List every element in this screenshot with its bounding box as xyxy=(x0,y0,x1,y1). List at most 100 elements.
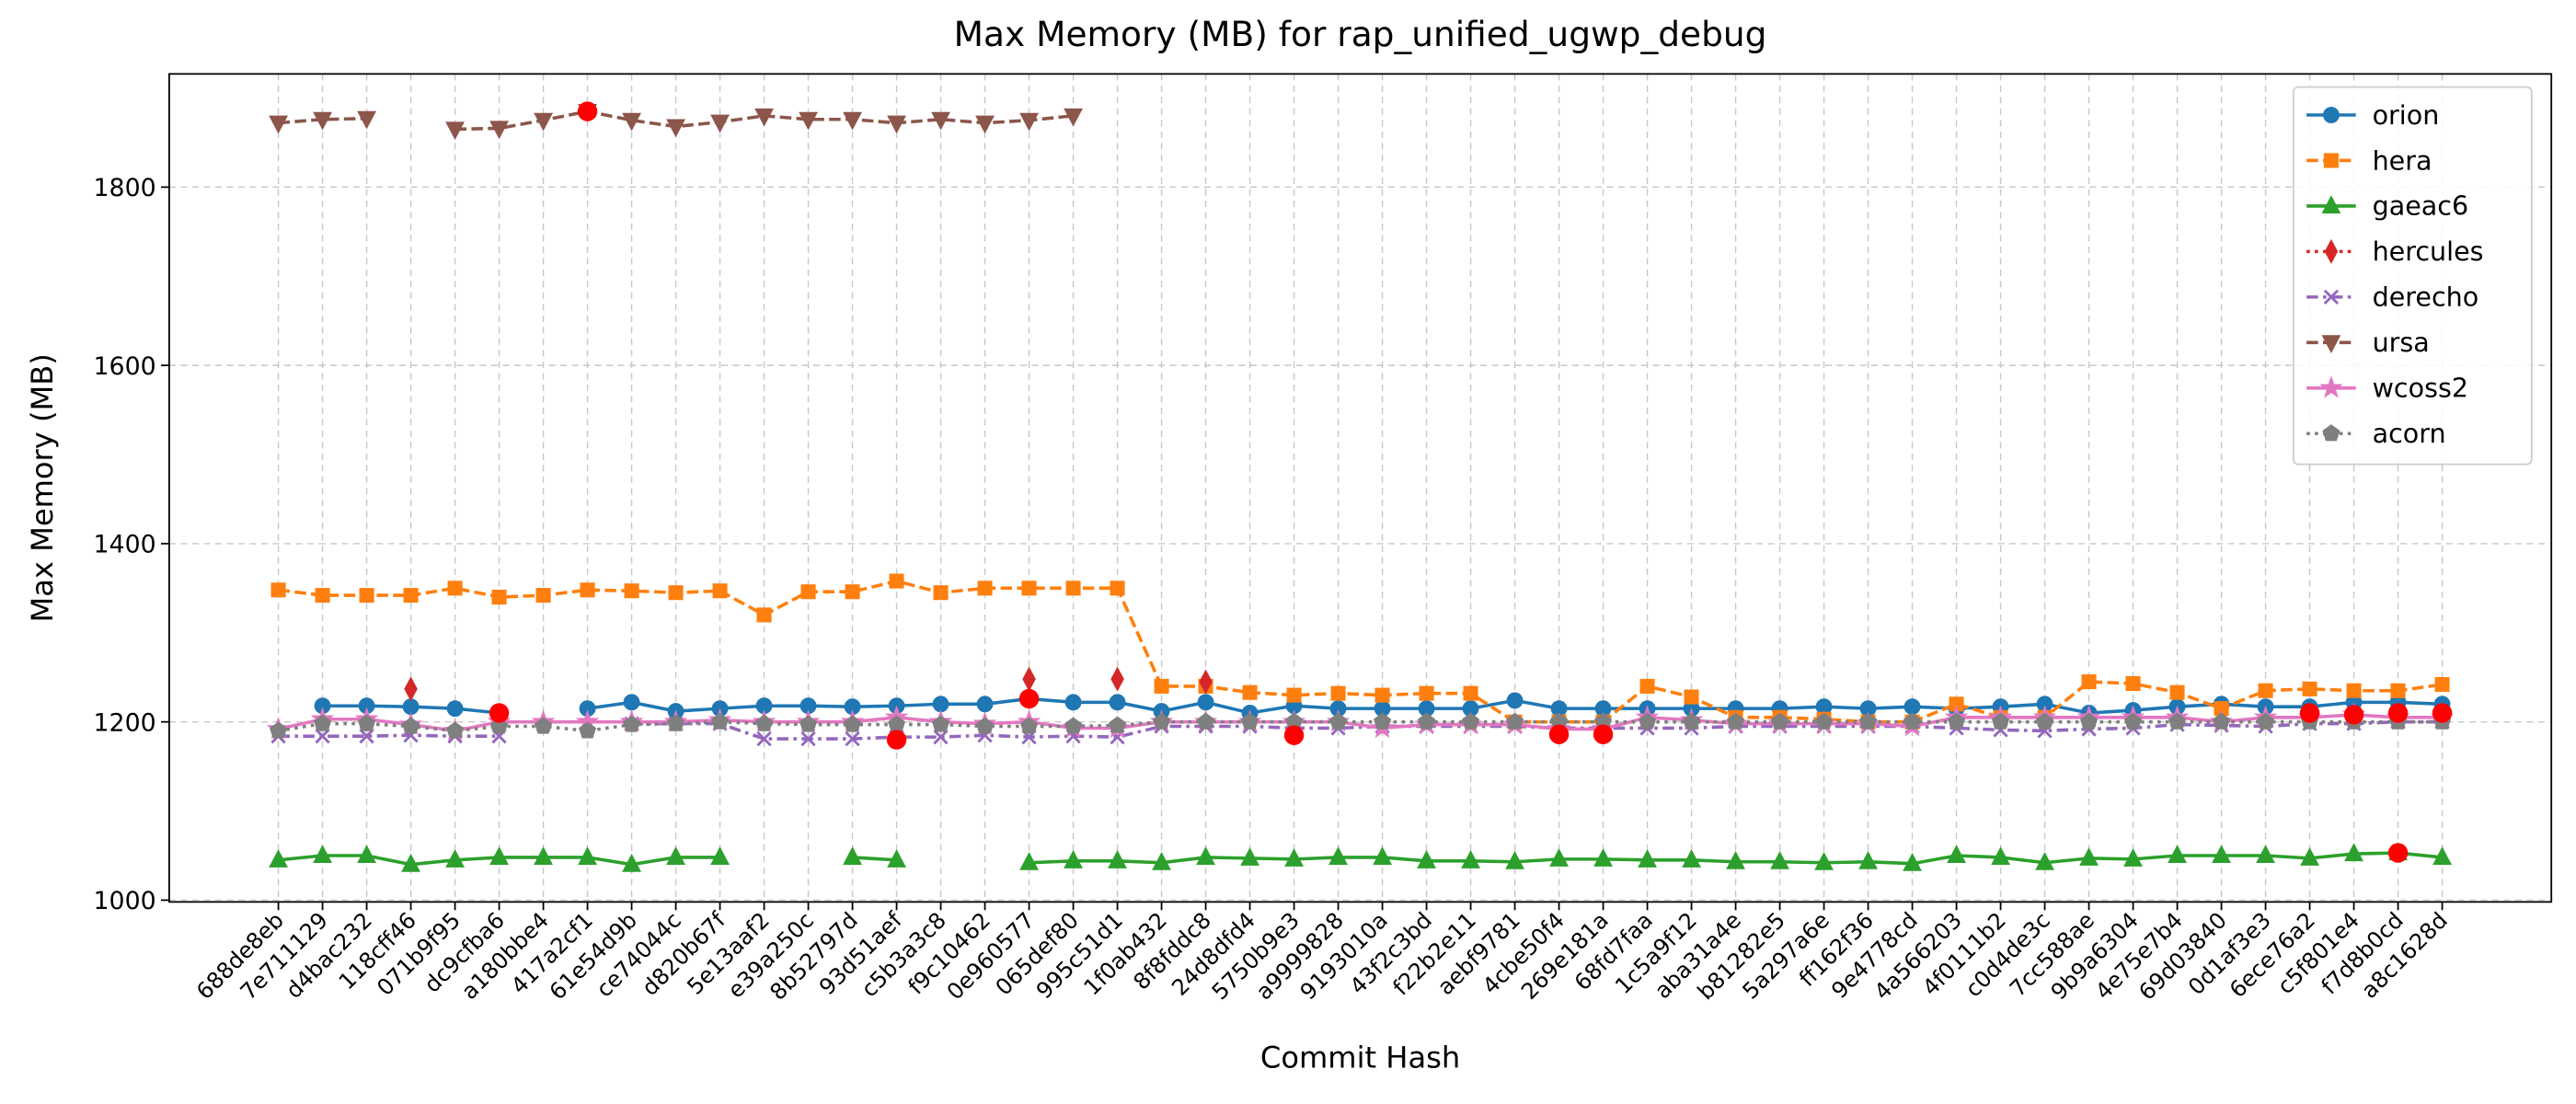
legend-label: wcoss2 xyxy=(2373,373,2468,404)
marker xyxy=(623,694,640,711)
marker xyxy=(1506,692,1524,709)
legend-label: ursa xyxy=(2373,327,2430,358)
chart-title: Max Memory (MB) for rap_unified_ugwp_deb… xyxy=(954,14,1767,54)
marker xyxy=(1329,712,1348,730)
marker xyxy=(1991,846,2010,865)
marker xyxy=(889,573,904,589)
marker xyxy=(668,585,684,601)
marker xyxy=(401,853,420,872)
marker xyxy=(1506,712,1524,730)
marker xyxy=(359,729,374,744)
marker xyxy=(2168,712,2187,730)
highlight-point xyxy=(489,703,510,723)
marker xyxy=(1019,112,1039,132)
marker xyxy=(844,715,862,732)
marker xyxy=(1683,712,1701,730)
marker xyxy=(1019,851,1039,870)
marker xyxy=(1020,717,1039,734)
marker xyxy=(2323,289,2340,305)
marker xyxy=(445,849,465,868)
marker xyxy=(976,717,995,734)
marker xyxy=(2346,683,2362,698)
marker xyxy=(1328,846,1348,865)
marker xyxy=(1110,666,1124,692)
marker xyxy=(357,110,376,130)
marker xyxy=(447,581,463,596)
marker xyxy=(845,584,860,600)
marker xyxy=(666,119,685,138)
highlight-point xyxy=(1548,724,1570,744)
marker xyxy=(1593,848,1613,867)
highlight-point xyxy=(1283,725,1305,745)
marker xyxy=(1108,850,1127,868)
marker xyxy=(314,714,332,731)
marker xyxy=(977,581,993,596)
marker xyxy=(755,714,774,731)
marker xyxy=(1463,685,1478,701)
marker xyxy=(931,111,950,131)
marker xyxy=(313,111,332,131)
marker xyxy=(2257,712,2275,730)
marker xyxy=(843,846,862,865)
marker xyxy=(1065,581,1081,596)
marker xyxy=(1858,851,1878,869)
marker xyxy=(578,846,597,865)
marker xyxy=(1903,698,1921,716)
marker xyxy=(976,696,994,713)
marker xyxy=(1682,849,1701,868)
marker xyxy=(624,583,639,599)
series-line xyxy=(278,579,2443,724)
marker xyxy=(489,121,509,140)
marker xyxy=(667,714,685,731)
marker xyxy=(1153,712,1171,730)
marker xyxy=(1064,717,1083,734)
marker xyxy=(711,712,730,730)
marker xyxy=(2035,851,2054,870)
marker xyxy=(313,845,332,864)
y-tick-label: 1600 xyxy=(94,352,156,381)
y-tick-label: 1800 xyxy=(94,174,156,202)
marker xyxy=(580,582,595,598)
marker xyxy=(799,111,818,131)
y-tick-label: 1200 xyxy=(94,708,156,737)
marker xyxy=(1373,846,1392,865)
marker xyxy=(2321,335,2341,354)
marker xyxy=(1197,694,1214,711)
highlight-point xyxy=(2387,843,2409,863)
legend-label: orion xyxy=(2373,99,2440,131)
marker xyxy=(712,583,728,599)
marker xyxy=(489,846,509,865)
marker xyxy=(1814,851,1834,870)
highlight-point xyxy=(2387,703,2409,723)
marker xyxy=(800,584,816,600)
marker xyxy=(1240,847,1259,866)
marker xyxy=(887,115,906,134)
legend-label: hera xyxy=(2373,144,2432,176)
marker xyxy=(357,845,376,864)
marker xyxy=(269,849,288,868)
marker xyxy=(1286,687,1302,703)
marker xyxy=(1242,684,1258,700)
marker xyxy=(2321,195,2341,213)
marker xyxy=(315,588,330,604)
marker xyxy=(1330,685,1346,701)
marker xyxy=(622,112,641,132)
x-axis-label: Commit Hash xyxy=(1260,1041,1460,1075)
legend-label: derecho xyxy=(2373,282,2479,313)
marker xyxy=(1374,712,1392,730)
marker xyxy=(2300,847,2319,866)
marker xyxy=(845,730,860,747)
marker xyxy=(1639,678,1655,694)
marker xyxy=(1726,851,1745,869)
y-axis-label: Max Memory (MB) xyxy=(25,353,60,622)
marker xyxy=(2080,712,2099,730)
marker xyxy=(579,721,597,739)
marker xyxy=(1638,849,1657,868)
series-line xyxy=(278,851,2443,867)
legend-label: gaeac6 xyxy=(2373,190,2469,222)
marker xyxy=(2124,712,2143,730)
marker xyxy=(710,114,730,133)
marker xyxy=(1199,669,1213,695)
legend-label: hercules xyxy=(2373,236,2484,267)
